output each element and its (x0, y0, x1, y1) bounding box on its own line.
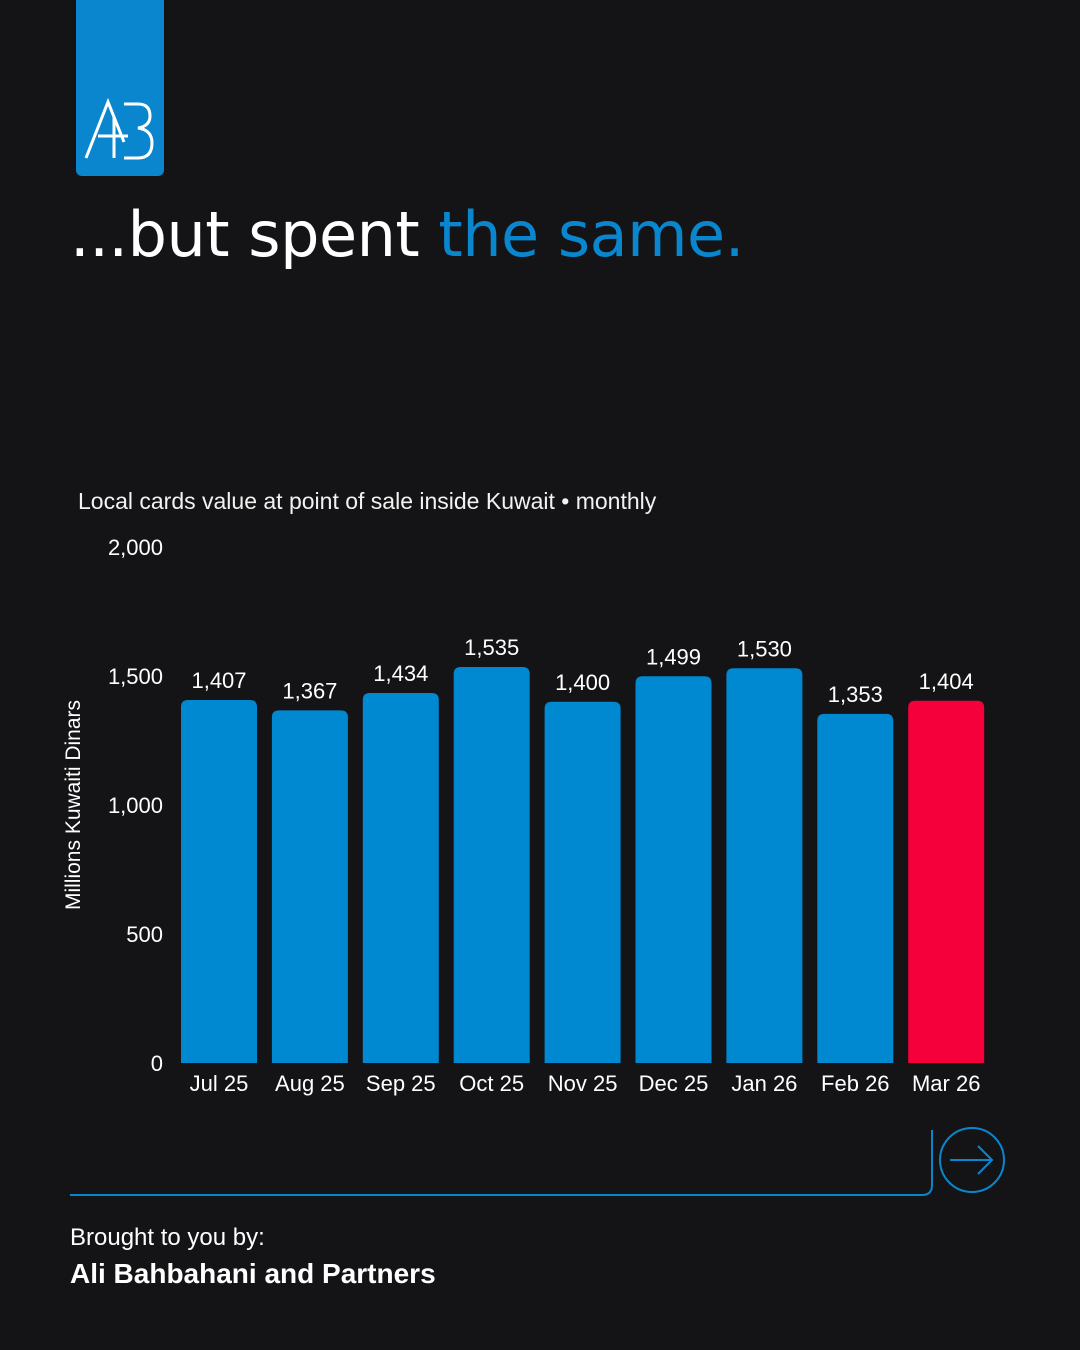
x-tick-label: Aug 25 (275, 1071, 345, 1096)
bar (544, 701, 621, 1063)
x-axis-ticks: Jul 25 Aug 25 Sep 25 Oct 25 Nov 25 Dec 25 Jan … (190, 1071, 981, 1096)
bar-value-label: 1,400 (555, 670, 610, 695)
bar-value-label: 1,353 (828, 682, 883, 707)
headline: ...but spent the same. (70, 198, 744, 271)
bar-value-label: 1,404 (919, 669, 974, 694)
chart-subtitle: Local cards value at point of sale insid… (78, 488, 657, 514)
x-tick-label: Jan 26 (731, 1071, 797, 1096)
bar-value-label: 1,499 (646, 644, 701, 669)
headline-main: ...but spent (70, 198, 439, 271)
x-tick-label: Oct 25 (459, 1071, 524, 1096)
logo-mark-icon (84, 97, 154, 160)
bar (362, 693, 439, 1063)
bar (817, 713, 894, 1063)
bar (271, 710, 348, 1063)
bar (453, 666, 530, 1063)
y-axis-title: Millions Kuwaiti Dinars (62, 700, 85, 910)
bar-value-label: 1,407 (191, 668, 246, 693)
bar-chart: Millions Kuwaiti Dinars 0 500 1,000 1,500 2,… (62, 535, 985, 1096)
y-tick-label: 1,000 (108, 793, 163, 818)
x-tick-label: Nov 25 (548, 1071, 618, 1096)
headline-accent: the same. (438, 198, 744, 271)
y-tick-label: 500 (126, 922, 163, 947)
next-button[interactable] (938, 1126, 1006, 1194)
arrow-right-icon (939, 1127, 1005, 1193)
x-tick-label: Sep 25 (366, 1071, 436, 1096)
bar (908, 700, 985, 1063)
y-axis-ticks: 0 500 1,000 1,500 2,000 (108, 535, 163, 1076)
y-tick-label: 1,500 (108, 664, 163, 689)
value-labels: 1,407 1,367 1,434 1,535 1,400 1,499 1,530 1,353… (191, 635, 973, 707)
x-tick-label: Feb 26 (821, 1071, 890, 1096)
footer-divider (70, 1130, 933, 1196)
bar (181, 699, 257, 1063)
bar (635, 676, 712, 1063)
bar-value-label: 1,434 (373, 661, 428, 686)
brought-to-you-label: Brought to you by: (70, 1224, 265, 1251)
bar-value-label: 1,367 (282, 678, 337, 703)
y-axis-title-group: Millions Kuwaiti Dinars (62, 700, 85, 910)
x-tick-label: Mar 26 (912, 1071, 980, 1096)
y-tick-label: 2,000 (108, 535, 163, 560)
bars (181, 666, 985, 1063)
y-tick-label: 0 (151, 1051, 163, 1076)
company-name: Ali Bahbahani and Partners (70, 1258, 436, 1289)
x-tick-label: Dec 25 (639, 1071, 709, 1096)
x-tick-label: Jul 25 (190, 1071, 249, 1096)
bar-value-label: 1,530 (737, 636, 792, 661)
logo (76, 0, 164, 176)
bar-value-label: 1,535 (464, 635, 519, 660)
bar (726, 668, 803, 1063)
